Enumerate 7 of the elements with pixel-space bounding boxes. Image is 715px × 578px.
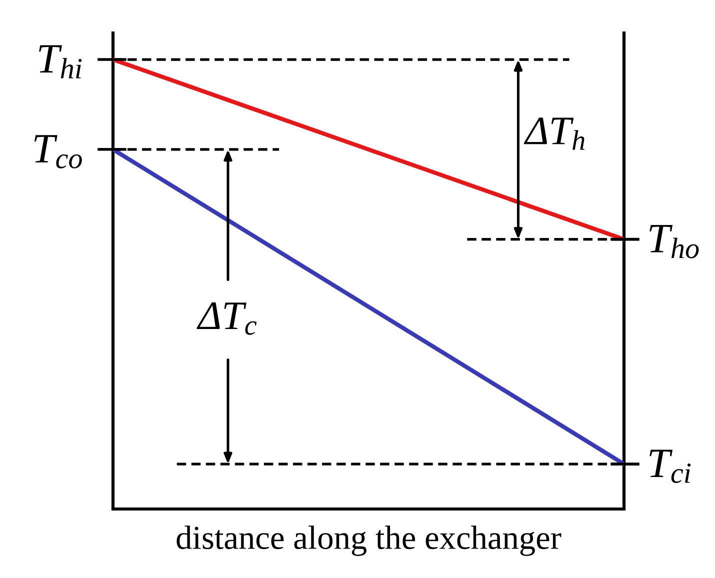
ref-line-label: T$_{hi}$ — [39, 45, 82, 78]
annotation: ΔT$_{h}$ — [524, 118, 584, 150]
annotation: ΔT$_{c}$ — [196, 302, 257, 335]
x-axis-title: distance along the exchanger — [176, 526, 562, 556]
ref-line-label: T$_{ci}$ — [650, 450, 691, 484]
ref-line-label: T$_{ho}$ — [650, 225, 699, 258]
ref-line-label: T$_{co}$ — [34, 135, 82, 168]
